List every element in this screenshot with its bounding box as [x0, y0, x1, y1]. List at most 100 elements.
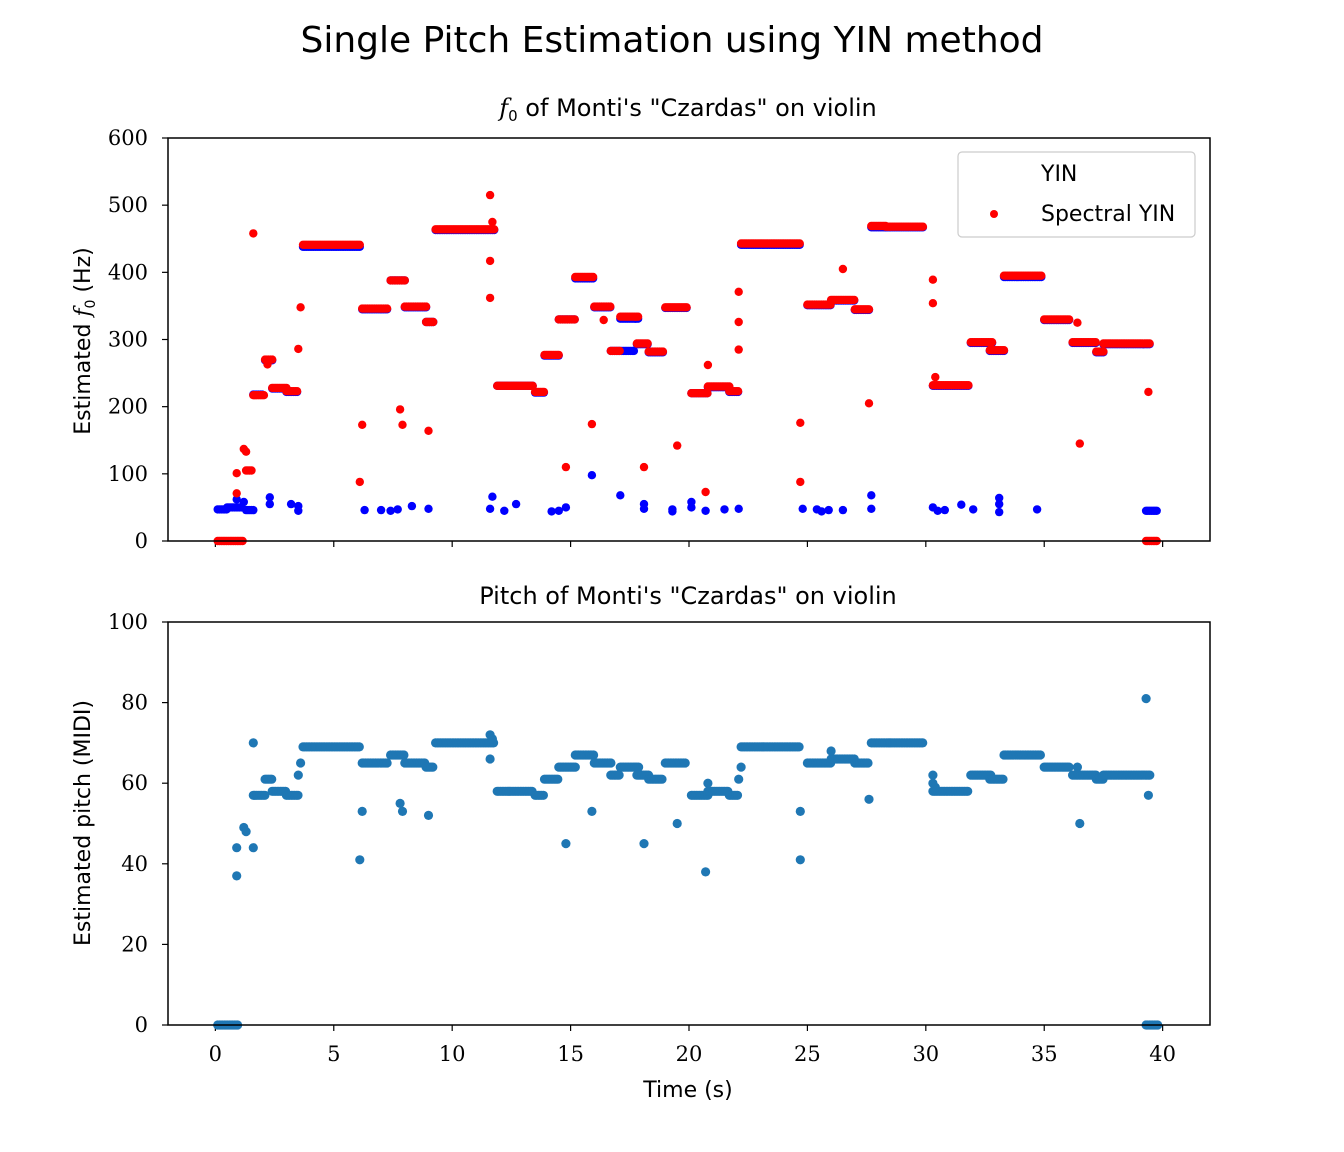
- top-spectral-yin-outlier-point: [561, 462, 571, 472]
- top-yin-outlier-point: [995, 499, 1004, 509]
- bottom-xtick-label: 25: [794, 1042, 821, 1066]
- top-spectral-yin-point: [795, 239, 804, 248]
- top-yin-outlier-point: [867, 491, 876, 500]
- top-yin-outlier-point: [933, 506, 942, 515]
- top-yin-outlier-point: [668, 505, 677, 514]
- bottom-series-outlier-point: [357, 806, 367, 817]
- top-yin-point: [1152, 506, 1161, 515]
- top-spectral-yin-point: [421, 302, 431, 311]
- bottom-series-point: [794, 742, 804, 752]
- bottom-series-point: [1035, 750, 1045, 760]
- bottom-series-outlier-point: [1072, 762, 1082, 772]
- bottom-series-outlier-point: [248, 843, 258, 853]
- top-yin-outlier-point: [485, 504, 495, 513]
- bottom-xtick-label: 30: [912, 1042, 939, 1066]
- top-yin-outlier-point: [265, 499, 274, 509]
- top-spectral-yin-outlier-point: [734, 287, 743, 296]
- top-spectral-yin-outlier-point: [734, 345, 743, 354]
- top-yin-point: [249, 505, 258, 515]
- bottom-series-outlier-point: [1143, 790, 1153, 800]
- top-spectral-yin-outlier-point: [864, 399, 874, 408]
- top-yin-outlier-point: [239, 497, 248, 507]
- bottom-series-outlier-point: [487, 734, 497, 744]
- top-title-sub: 0: [508, 107, 518, 125]
- top-spectral-yin-outlier-point: [395, 405, 405, 414]
- bottom-series-outlier-point: [1141, 694, 1151, 704]
- bottom-series-point: [538, 790, 549, 800]
- top-yin-outlier-point: [561, 503, 571, 512]
- bottom-series-point: [606, 758, 616, 768]
- top-spectral-yin-outlier-point: [734, 317, 743, 327]
- bottom-series-outlier-point: [232, 843, 242, 853]
- bottom-ytick-label: 80: [121, 691, 148, 715]
- bottom-xtick-label: 15: [557, 1042, 584, 1066]
- top-spectral-yin-point: [382, 304, 392, 313]
- top-spectral-yin-outlier-point: [424, 426, 433, 435]
- top-spectral-yin-point: [606, 302, 615, 311]
- top-spectral-yin-outlier-point: [232, 489, 241, 498]
- bottom-series-point: [863, 758, 873, 768]
- bottom-series-outlier-point: [485, 754, 495, 764]
- top-spectral-yin-outlier-point: [488, 217, 497, 227]
- top-yin-outlier-point: [687, 503, 696, 512]
- bottom-series-outlier-point: [795, 855, 805, 865]
- top-yin-outlier-point: [232, 495, 241, 504]
- bottom-series-point: [293, 790, 303, 800]
- top-yin-outlier-point: [720, 505, 729, 514]
- top-spectral-yin-point: [355, 240, 364, 249]
- bottom-x-axis-label: Time (s): [642, 1078, 732, 1103]
- top-spectral-yin-point: [643, 339, 652, 348]
- top-ytick-label: 200: [108, 395, 148, 419]
- bottom-xtick-label: 40: [1149, 1042, 1176, 1066]
- bottom-series-outlier-point: [296, 758, 306, 768]
- bottom-xtick-label: 10: [439, 1042, 466, 1066]
- top-spectral-yin-outlier-point: [703, 360, 713, 370]
- bottom-xtick-label: 5: [327, 1042, 340, 1066]
- top-spectral-yin-outlier-point: [294, 344, 303, 354]
- top-spectral-yin-point: [259, 391, 269, 400]
- top-ytick-label: 500: [108, 193, 148, 217]
- top-yin-outlier-point: [995, 493, 1004, 503]
- bottom-series-outlier-point: [561, 839, 571, 849]
- top-yin-outlier-point: [511, 499, 521, 509]
- top-spectral-yin-point: [539, 387, 549, 397]
- bottom-series-point: [570, 762, 580, 772]
- bottom-series-outlier-point: [355, 855, 365, 865]
- top-spectral-yin-point: [1091, 338, 1100, 347]
- bottom-xtick-label: 20: [676, 1042, 703, 1066]
- bottom-series-outlier-point: [1075, 818, 1085, 829]
- top-spectral-yin-point: [864, 305, 874, 314]
- top-yin-outlier-point: [286, 499, 296, 509]
- bottom-series-point: [1064, 762, 1074, 772]
- top-spectral-yin-outlier-point: [241, 447, 251, 456]
- bottom-series-point: [260, 790, 270, 800]
- top-spectral-yin-outlier-point: [249, 229, 258, 238]
- top-spectral-yin-outlier-point: [587, 419, 597, 429]
- top-spectral-yin-outlier-point: [1075, 439, 1085, 448]
- top-yin-outlier-point: [386, 506, 395, 515]
- top-title-rest: of Monti's "Czardas" on violin: [518, 94, 877, 122]
- top-spectral-yin-point: [400, 276, 409, 285]
- bottom-series-point: [382, 758, 392, 768]
- bottom-series-point: [963, 786, 973, 796]
- bottom-series-outlier-point: [397, 806, 408, 817]
- bottom-ytick-label: 100: [108, 610, 148, 634]
- top-yin-outlier-point: [701, 506, 710, 515]
- bottom-series-point: [918, 738, 928, 748]
- top-yin-outlier-point: [969, 505, 978, 514]
- bottom-series-point: [553, 774, 563, 784]
- top-yin-point: [629, 346, 639, 356]
- bottom-series-outlier-point: [928, 770, 938, 780]
- bottom-y-axis-label: Estimated pitch (MIDI): [71, 700, 96, 946]
- bottom-series-outlier-point: [587, 806, 597, 817]
- bottom-series-outlier-point: [639, 839, 649, 849]
- top-spectral-yin-outlier-point: [485, 190, 495, 200]
- bottom-series-outlier-point: [826, 746, 836, 756]
- top-spectral-yin-outlier-point: [673, 441, 682, 450]
- top-ytick-label: 300: [108, 328, 148, 352]
- top-yin-outlier-point: [940, 505, 949, 515]
- top-spectral-yin-outlier-point: [701, 487, 710, 497]
- top-yin-outlier-point: [639, 504, 649, 513]
- top-data-points: [213, 190, 1161, 546]
- top-spectral-yin-point: [1099, 347, 1108, 356]
